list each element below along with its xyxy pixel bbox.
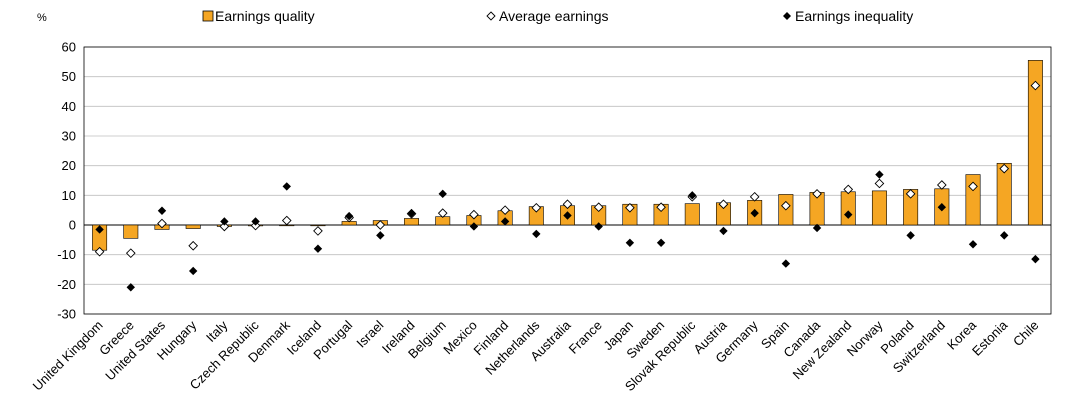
- earnings-inequality-point-mexico: [469, 222, 479, 231]
- earnings-inequality-point-korea: [968, 240, 978, 249]
- earnings-inequality-point-czech-republic: [251, 217, 260, 226]
- average-earnings-point-france: [593, 202, 604, 213]
- average-earnings-point-belgium: [437, 208, 448, 218]
- average-earnings-point-israel: [375, 220, 386, 230]
- average-earnings-point-greece: [125, 248, 136, 259]
- earnings-inequality-point-israel: [376, 231, 385, 240]
- earnings-inequality-point-greece: [126, 283, 135, 292]
- earnings-inequality-point-portugal: [344, 211, 354, 221]
- average-earnings-point-chile: [1030, 80, 1041, 91]
- y-tick-label: 0: [69, 218, 76, 233]
- average-earnings-point-austria: [718, 199, 729, 210]
- average-earnings-point-australia: [562, 199, 573, 210]
- earnings-inequality-point-spain: [781, 259, 791, 268]
- earnings-inequality-point-ireland: [407, 208, 416, 218]
- legend-label-earnings-quality: Earnings quality: [215, 8, 315, 24]
- earnings-inequality-point-slovak-republic: [688, 191, 697, 200]
- earnings-inequality-point-switzerland: [937, 203, 947, 212]
- y-tick-label: 10: [62, 188, 76, 203]
- legend-label-average-earnings: Average earnings: [499, 8, 608, 24]
- earnings-inequality-point-sweden: [656, 238, 666, 247]
- bar-chile: [1027, 60, 1043, 226]
- y-tick-label: 20: [62, 158, 76, 173]
- category-label-united-kingdom: United Kingdom: [30, 318, 106, 394]
- average-earnings-point-new-zealand: [843, 184, 854, 195]
- category-label-chile: Chile: [1010, 318, 1042, 350]
- earnings-inequality-point-norway: [875, 170, 884, 179]
- average-earnings-point-estonia: [999, 163, 1010, 174]
- average-earnings-point-canada: [812, 189, 822, 199]
- earnings-inequality-point-australia: [563, 211, 572, 220]
- bar-iceland: [310, 224, 326, 227]
- average-earnings-point-united-kingdom: [94, 246, 105, 257]
- y-tick-label: 40: [62, 99, 76, 114]
- legend-label-earnings-inequality: Earnings inequality: [795, 8, 913, 24]
- markers: [94, 80, 1041, 292]
- average-earnings-point-japan: [625, 202, 635, 213]
- earnings-inequality-point-united-states: [157, 206, 167, 215]
- category-label-norway: Norway: [844, 317, 886, 359]
- y-tick-label: 30: [62, 129, 76, 144]
- bar-hungary: [185, 224, 201, 229]
- earnings-inequality-point-netherlands: [532, 229, 541, 239]
- earnings-inequality-point-poland: [906, 231, 915, 240]
- earnings-inequality-point-new-zealand: [844, 210, 853, 219]
- average-earnings-point-netherlands: [531, 202, 542, 213]
- earnings-inequality-point-italy: [220, 217, 229, 226]
- legend-marker-earnings-inequality: [783, 12, 791, 20]
- bar-ireland: [404, 218, 420, 226]
- earnings-inequality-point-france: [594, 222, 603, 231]
- earnings-inequality-point-japan: [625, 238, 635, 247]
- earnings-inequality-point-germany: [750, 208, 759, 218]
- average-earnings-point-italy: [219, 221, 230, 232]
- earnings-inequality-point-belgium: [438, 189, 447, 199]
- average-earnings-point-norway: [874, 178, 885, 189]
- earnings-inequality-point-iceland: [313, 244, 323, 253]
- average-earnings-point-mexico: [469, 209, 479, 220]
- bar-norway: [871, 190, 887, 226]
- earnings-inequality-point-austria: [719, 226, 728, 236]
- average-earnings-point-finland: [500, 205, 510, 216]
- average-earnings-point-switzerland: [936, 180, 947, 190]
- y-tick-label: 50: [62, 69, 76, 84]
- average-earnings-point-denmark: [281, 215, 292, 226]
- average-earnings-point-iceland: [313, 226, 323, 236]
- y-tick-label: 60: [62, 40, 76, 55]
- gridlines: [84, 46, 1051, 315]
- plot-border: [83, 46, 1052, 315]
- average-earnings-point-sweden: [656, 202, 666, 213]
- bar-estonia: [996, 162, 1012, 226]
- average-earnings-point-united-states: [157, 218, 167, 229]
- category-label-estonia: Estonia: [969, 317, 1011, 359]
- y-tick-label: -30: [57, 307, 76, 322]
- earnings-inequality-point-denmark: [282, 182, 291, 191]
- earnings-inequality-point-canada: [812, 223, 822, 233]
- y-axis-ticks: 60 50 40 30 20 10 0 -10 -20 -30: [57, 40, 76, 322]
- bar-slovak-republic: [684, 203, 700, 226]
- legend-marker-average-earnings: [486, 11, 496, 21]
- earnings-inequality-point-estonia: [1000, 231, 1009, 240]
- category-label-france: France: [566, 318, 605, 357]
- earnings-inequality-point-finland: [500, 217, 510, 226]
- y-tick-label: -20: [57, 277, 76, 292]
- average-earnings-point-hungary: [188, 240, 199, 251]
- average-earnings-point-germany: [749, 191, 760, 202]
- bars: [92, 60, 1043, 251]
- legend-swatch-earnings-quality: [202, 10, 214, 22]
- average-earnings-point-korea: [968, 181, 978, 192]
- y-axis-unit: %: [37, 12, 47, 24]
- legend: Earnings quality Average earnings Earnin…: [202, 8, 913, 24]
- plot-frame: [83, 46, 1052, 315]
- y-tick-label: -10: [57, 247, 76, 262]
- earnings-inequality-point-united-kingdom: [95, 225, 104, 234]
- bar-greece: [123, 224, 139, 239]
- average-earnings-point-poland: [905, 189, 916, 199]
- average-earnings-point-spain: [781, 200, 791, 211]
- earnings-inequality-point-hungary: [188, 266, 198, 276]
- earnings-inequality-point-chile: [1031, 254, 1040, 264]
- bar-new-zealand: [840, 191, 856, 226]
